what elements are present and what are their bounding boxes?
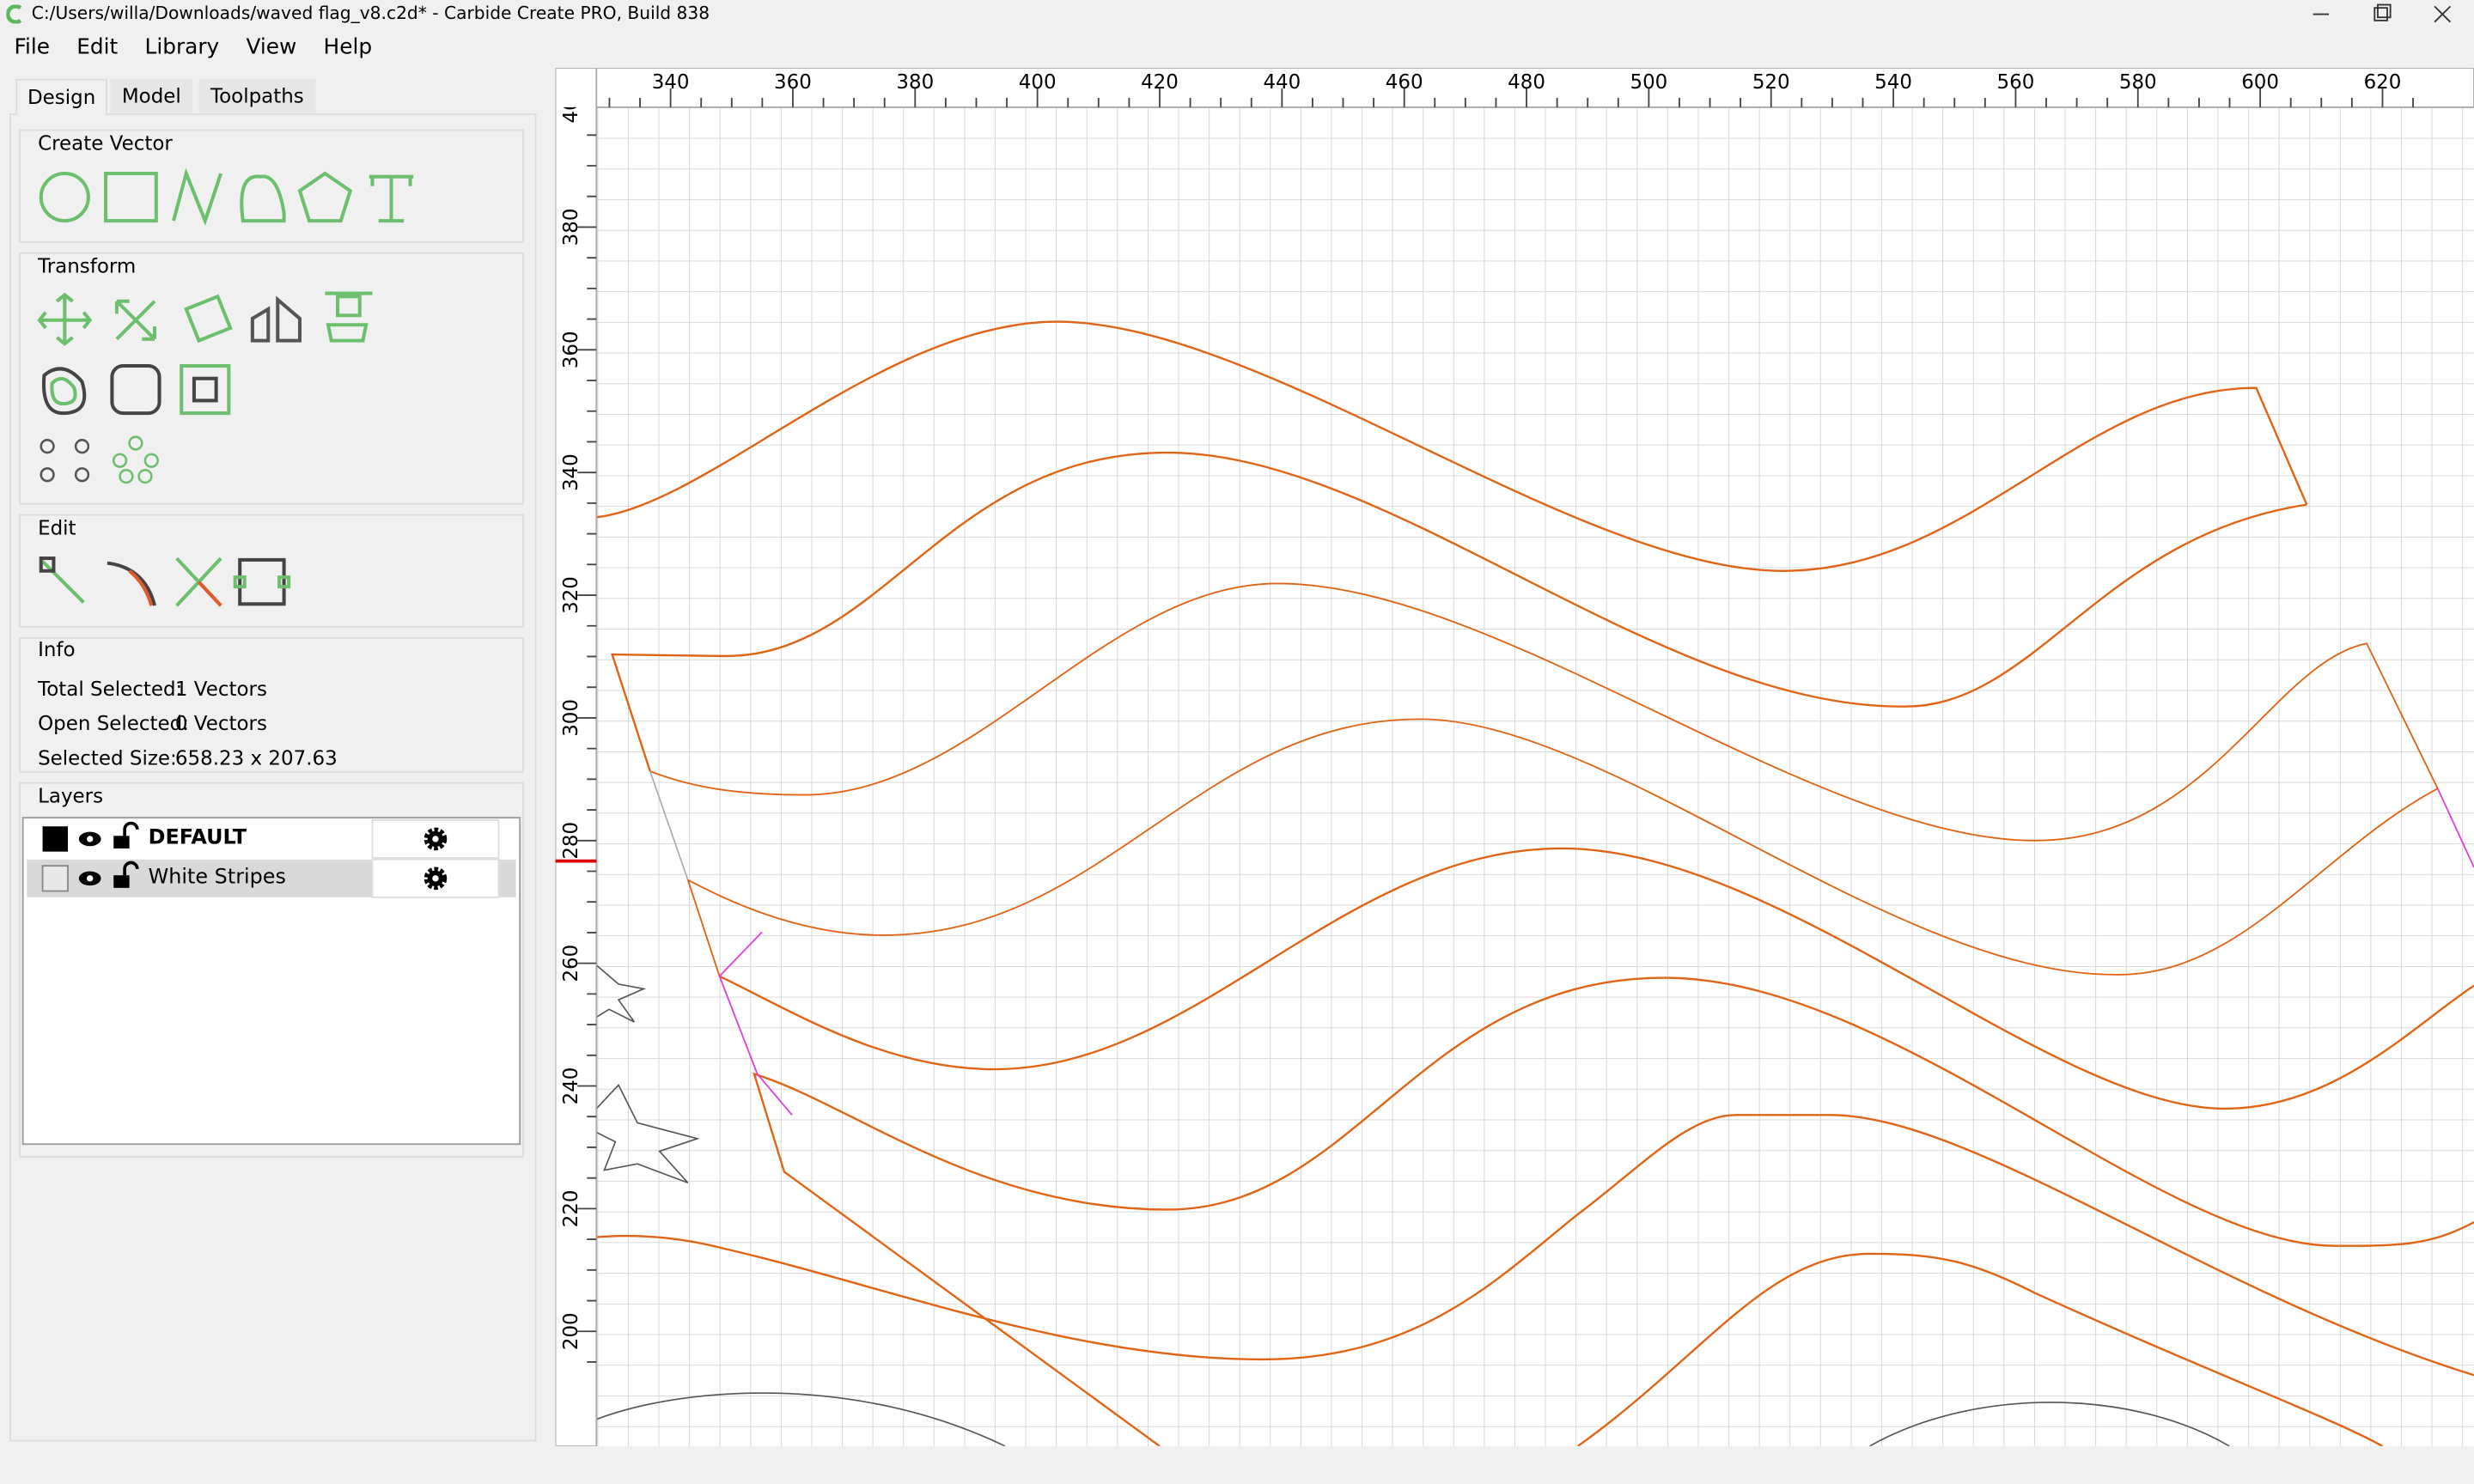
ruler-label: 340 bbox=[652, 71, 690, 94]
ruler-label: 440 bbox=[1263, 71, 1301, 94]
info-label: Selected Size: bbox=[38, 745, 177, 770]
info-values: 1 Vectors 0 Vectors 658.23 x 207.63 bbox=[175, 672, 338, 775]
ruler-label: 380 bbox=[896, 71, 934, 94]
ruler-label: 420 bbox=[1141, 71, 1179, 94]
menu-item[interactable]: Library bbox=[144, 34, 220, 60]
layer-name[interactable]: DEFAULT bbox=[148, 826, 247, 850]
tab[interactable]: Design bbox=[15, 78, 107, 116]
tool-icons[interactable] bbox=[0, 0, 536, 631]
section-title: Create Vector bbox=[38, 131, 173, 155]
menu-item[interactable]: Help bbox=[323, 34, 373, 60]
section-title: Edit bbox=[38, 515, 76, 540]
layer-controls[interactable] bbox=[22, 817, 518, 905]
window-controls[interactable] bbox=[2304, 0, 2474, 32]
ruler-label: 540 bbox=[1874, 71, 1912, 94]
ruler-label: 360 bbox=[774, 71, 812, 94]
ruler-label: 620 bbox=[2364, 71, 2402, 94]
canvas[interactable]: 340 360 380 400 420 440 460 480 500 520 540 560 580 6… bbox=[555, 67, 2474, 1446]
tab[interactable]: Toolpaths bbox=[198, 78, 316, 114]
menu-item[interactable]: View bbox=[246, 34, 297, 60]
ruler-label: 580 bbox=[2119, 71, 2157, 94]
section-title: Layers bbox=[38, 783, 104, 808]
ruler-label: 260 bbox=[560, 945, 582, 982]
info-value: 0 Vectors bbox=[174, 711, 267, 735]
ruler-label: 320 bbox=[560, 576, 582, 614]
app-icon bbox=[6, 4, 22, 24]
section-title: Info bbox=[38, 636, 76, 661]
ruler-label: 520 bbox=[1752, 71, 1790, 94]
group-box bbox=[19, 514, 524, 628]
ruler-label: 300 bbox=[560, 699, 582, 737]
info-labels: Total Selected: Open Selected: Selected Si… bbox=[38, 672, 189, 775]
tab[interactable]: Model bbox=[110, 78, 193, 114]
ruler-label: 280 bbox=[560, 822, 582, 860]
group-box bbox=[19, 129, 524, 243]
info-label: Open Selected: bbox=[38, 711, 189, 735]
ruler-label: 400 bbox=[560, 86, 582, 124]
ruler-label: 480 bbox=[1508, 71, 1545, 94]
ruler-label: 240 bbox=[560, 1067, 582, 1105]
menu-bar: File Edit Library View Help bbox=[15, 34, 399, 59]
ruler-label: 560 bbox=[1997, 71, 2035, 94]
ruler-label: 340 bbox=[560, 453, 582, 491]
info-label: Total Selected: bbox=[38, 676, 183, 701]
info-value: 1 Vectors bbox=[174, 676, 267, 701]
group-box bbox=[19, 636, 524, 773]
ruler-label: 220 bbox=[560, 1189, 582, 1227]
ruler-label: 460 bbox=[1386, 71, 1423, 94]
ruler-label: 400 bbox=[1019, 71, 1057, 94]
ruler-label: 380 bbox=[560, 209, 582, 246]
section-title: Transform bbox=[38, 253, 137, 278]
menu-item[interactable]: File bbox=[14, 34, 51, 60]
window-title: C:/Users/willa/Downloads/waved flag_v8.c… bbox=[31, 3, 710, 24]
ruler-label: 360 bbox=[560, 331, 582, 368]
ruler-label: 200 bbox=[560, 1312, 582, 1350]
ruler-label: 600 bbox=[2241, 71, 2279, 94]
ruler-label: 500 bbox=[1630, 71, 1667, 94]
layer-name[interactable]: White Stripes bbox=[148, 866, 286, 890]
menu-item[interactable]: Edit bbox=[76, 34, 119, 60]
group-box bbox=[19, 252, 524, 505]
info-value: 658.23 x 207.63 bbox=[174, 745, 338, 770]
